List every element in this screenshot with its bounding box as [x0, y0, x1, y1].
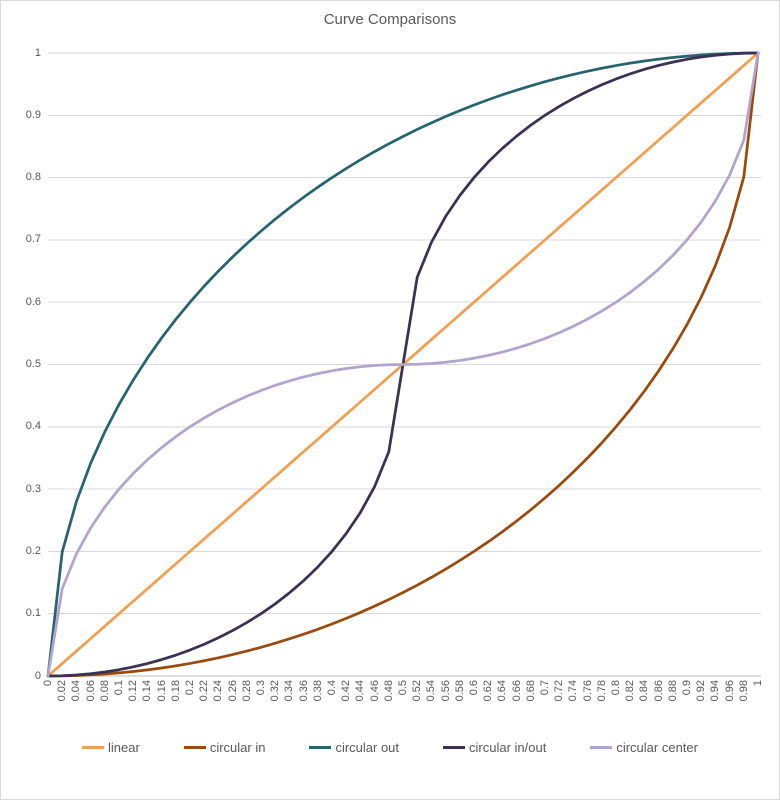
x-axis-label: 0.32	[269, 680, 282, 702]
x-axis-label: 0.94	[709, 680, 722, 702]
legend-swatch-icon	[183, 746, 206, 749]
legend-item: circular in	[183, 740, 266, 755]
legend-swatch-icon	[309, 746, 332, 749]
y-axis-label: 0.3	[25, 482, 41, 495]
x-axis-label: 0.14	[141, 680, 154, 702]
x-axis-label: 0.9	[681, 680, 693, 696]
x-axis-label: 0.76	[581, 680, 594, 702]
x-axis-label: 0.2	[184, 680, 196, 696]
x-axis-label: 0.72	[553, 680, 566, 702]
x-axis-label: 0.48	[382, 680, 395, 702]
series-line-circular-out	[46, 51, 760, 678]
y-axis-label: 0.8	[25, 171, 41, 184]
x-axis-label: 0.04	[70, 680, 83, 702]
legend-item: circular center	[590, 740, 698, 755]
x-axis-label: 0.02	[56, 680, 69, 702]
x-axis-label: 0	[42, 680, 54, 687]
x-axis-label: 0.18	[169, 680, 182, 702]
x-axis-label: 0.5	[397, 680, 409, 696]
x-axis-label: 0.36	[297, 680, 310, 702]
x-axis-label: 0.58	[453, 680, 466, 702]
x-axis-label: 0.82	[624, 680, 637, 702]
chart-title: Curve Comparisons	[323, 11, 457, 28]
y-axis-label: 0.9	[25, 108, 41, 121]
y-axis-label: 0.7	[25, 233, 41, 246]
legend-label: circular center	[616, 740, 698, 755]
x-axis-label: 0.06	[84, 680, 97, 702]
series-line-circular-in	[46, 51, 760, 678]
x-axis-label: 0.86	[652, 680, 665, 702]
x-axis-label: 0.54	[425, 680, 438, 702]
legend-label: linear	[108, 740, 140, 755]
legend-label: circular in/out	[469, 740, 547, 755]
x-axis-label: 0.84	[638, 680, 651, 702]
x-axis-label: 0.7	[539, 680, 551, 696]
x-axis-label: 0.96	[723, 680, 736, 702]
y-axis-label: 1	[34, 46, 41, 59]
x-axis-label: 0.62	[482, 680, 495, 702]
x-axis-label: 0.24	[212, 680, 225, 702]
legend-item: circular in/out	[443, 740, 546, 755]
x-axis-label: 0.1	[113, 680, 125, 696]
x-axis-label: 0.46	[368, 680, 381, 702]
x-axis-label: 0.98	[737, 680, 750, 702]
y-axis-label: 0.4	[25, 420, 41, 433]
x-axis-label: 0.28	[240, 680, 253, 702]
legend-item: linear	[82, 740, 140, 755]
x-axis-label: 0.88	[666, 680, 679, 702]
x-axis-label: 0.74	[567, 680, 580, 702]
legend-label: circular out	[335, 740, 400, 755]
x-axis-label: 0.6	[468, 680, 480, 696]
x-axis-label: 0.4	[326, 680, 338, 696]
legend-item: circular out	[309, 740, 399, 755]
y-axis-label: 0.1	[25, 607, 41, 620]
x-axis-label: 0.34	[283, 680, 296, 702]
series-line-circular-center	[46, 51, 760, 678]
x-axis-label: 0.64	[496, 680, 509, 702]
x-axis-label: 0.78	[595, 680, 608, 702]
x-axis-label: 0.68	[524, 680, 537, 702]
legend-swatch-icon	[590, 746, 613, 749]
x-axis-label: 1	[752, 680, 764, 687]
x-axis-label: 0.8	[610, 680, 622, 696]
y-axis-label: 0.5	[25, 358, 41, 370]
x-axis-label: 0.12	[127, 680, 140, 702]
x-axis-label: 0.66	[510, 680, 523, 702]
x-axis-label: 0.52	[411, 680, 424, 702]
y-axis-label: 0.2	[25, 544, 41, 557]
x-axis-label: 0.3	[255, 680, 267, 696]
x-axis-label: 0.16	[155, 680, 168, 702]
x-axis-label: 0.44	[354, 680, 367, 702]
y-axis-label: 0.6	[25, 295, 41, 308]
x-axis-label: 0.42	[340, 680, 353, 702]
y-axis-label: 0	[34, 669, 41, 682]
x-axis-label: 0.22	[198, 680, 211, 702]
legend-swatch-icon	[82, 746, 105, 749]
legend: linear circular in circular out circular in…	[1, 740, 779, 755]
legend-swatch-icon	[443, 746, 466, 749]
x-axis-label: 0.92	[695, 680, 708, 702]
x-axis-label: 0.26	[226, 680, 239, 702]
legend-label: circular in	[209, 740, 266, 755]
x-axis-label: 0.56	[439, 680, 452, 702]
x-axis-label: 0.38	[311, 680, 324, 702]
x-axis-label: 0.08	[98, 680, 111, 702]
